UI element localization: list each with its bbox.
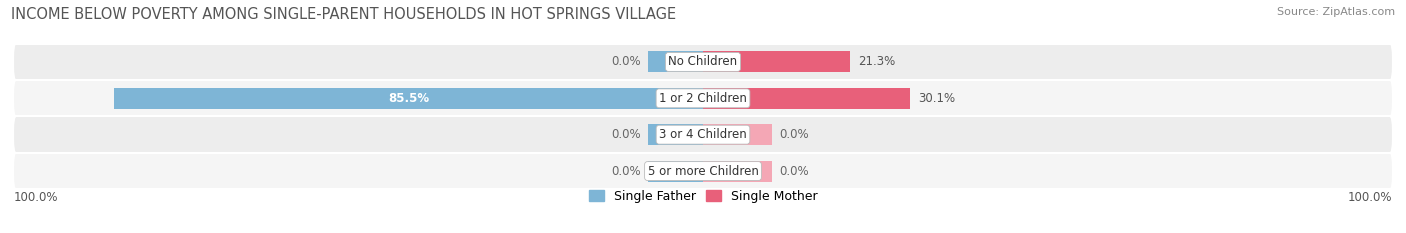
Bar	[703, 88, 910, 109]
Bar	[648, 124, 703, 145]
Text: 21.3%: 21.3%	[858, 55, 896, 69]
Text: 0.0%: 0.0%	[612, 164, 641, 178]
Text: 0.0%: 0.0%	[612, 128, 641, 141]
Text: 5 or more Children: 5 or more Children	[648, 164, 758, 178]
Text: 100.0%: 100.0%	[1347, 191, 1392, 204]
Bar	[703, 161, 772, 182]
Text: 1 or 2 Children: 1 or 2 Children	[659, 92, 747, 105]
FancyBboxPatch shape	[14, 44, 1392, 80]
Text: Source: ZipAtlas.com: Source: ZipAtlas.com	[1277, 7, 1395, 17]
Bar	[114, 88, 703, 109]
Text: 0.0%: 0.0%	[612, 55, 641, 69]
Text: 0.0%: 0.0%	[779, 164, 808, 178]
FancyBboxPatch shape	[14, 153, 1392, 189]
Bar	[703, 51, 849, 72]
Text: 100.0%: 100.0%	[14, 191, 59, 204]
FancyBboxPatch shape	[14, 80, 1392, 116]
Text: 0.0%: 0.0%	[779, 128, 808, 141]
Text: 3 or 4 Children: 3 or 4 Children	[659, 128, 747, 141]
Legend: Single Father, Single Mother: Single Father, Single Mother	[589, 190, 817, 203]
Bar	[648, 51, 703, 72]
Text: 30.1%: 30.1%	[918, 92, 956, 105]
Bar	[703, 124, 772, 145]
Text: INCOME BELOW POVERTY AMONG SINGLE-PARENT HOUSEHOLDS IN HOT SPRINGS VILLAGE: INCOME BELOW POVERTY AMONG SINGLE-PARENT…	[11, 7, 676, 22]
Bar	[648, 161, 703, 182]
Text: No Children: No Children	[668, 55, 738, 69]
Text: 85.5%: 85.5%	[388, 92, 429, 105]
FancyBboxPatch shape	[14, 116, 1392, 153]
